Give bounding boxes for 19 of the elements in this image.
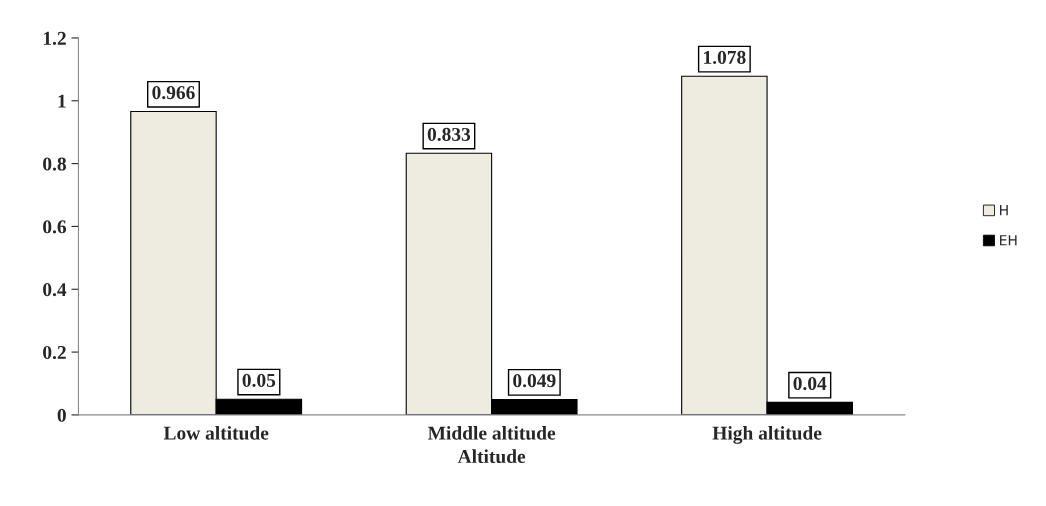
x-axis-title: Altitude [457,449,526,464]
data-label: 0.05 [242,373,276,388]
y-tick-label: 0.8 [43,157,66,171]
y-tick-label: 1 [58,94,66,108]
legend-label: H [1000,205,1008,216]
y-tick-label: 1.2 [43,31,66,45]
data-label: 0.049 [513,374,556,388]
y-tick-label: 0.2 [43,345,66,360]
x-tick-label: Middle altitude [427,426,556,440]
y-tick-label: 0 [57,408,66,422]
data-label: 0.833 [427,127,471,142]
x-tick-label: Low altitude [163,426,269,440]
data-label: 1.078 [704,50,746,65]
x-tick-label: High altitude [712,426,822,444]
y-tick-label: 0.6 [43,220,67,234]
y-tick-label: 0.4 [43,283,67,297]
data-label: 0.04 [793,376,827,391]
data-label: 0.966 [152,86,195,100]
legend-label: EH [1000,235,1017,246]
